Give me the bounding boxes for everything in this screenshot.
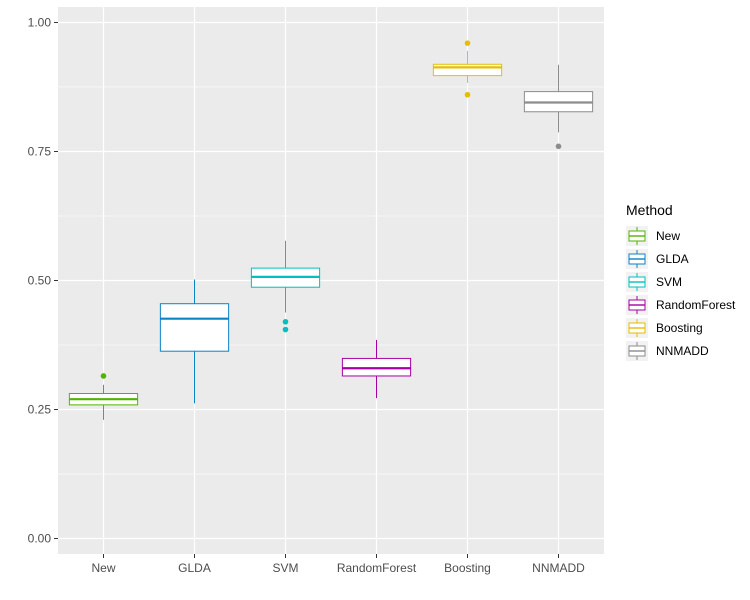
x-tick-label: NNMADD (532, 561, 585, 575)
legend-label: Boosting (656, 321, 703, 335)
legend-item-glda: GLDA (626, 249, 689, 269)
x-tick-label: New (91, 561, 115, 575)
y-tick-label: 0.25 (28, 403, 52, 417)
box-glda (159, 279, 230, 404)
iqr-box (432, 63, 503, 77)
y-tick-label: 0.75 (28, 144, 52, 158)
y-tick-label: 0.00 (28, 532, 52, 546)
legend-item-boosting: Boosting (626, 318, 703, 338)
legend: Method New GLDA SVM RandomForest Boosting NNM… (626, 202, 736, 361)
legend-label: New (656, 229, 680, 243)
legend-label: RandomForest (656, 298, 736, 312)
x-tick-label: Boosting (444, 561, 491, 575)
legend-label: SVM (656, 275, 682, 289)
outlier-point (464, 91, 471, 98)
outlier-point (282, 326, 289, 333)
legend-item-svm: SVM (626, 272, 682, 292)
legend-item-nnmadd: NNMADD (626, 341, 709, 361)
legend-label: NNMADD (656, 344, 709, 358)
outlier-point (464, 40, 471, 46)
boxes-layer (68, 40, 594, 420)
iqr-box (159, 303, 230, 352)
x-tick-label: SVM (272, 561, 298, 575)
box-new (68, 373, 139, 420)
legend-label: GLDA (656, 252, 689, 266)
y-tick-label: 1.00 (28, 15, 52, 29)
outlier-point (555, 143, 562, 150)
y-axis: 0.00 0.25 0.50 0.75 1.00 (28, 15, 58, 546)
y-tick-label: 0.50 (28, 274, 52, 288)
outlier-point (282, 318, 289, 325)
box-svm (250, 240, 321, 333)
x-tick-label: RandomForest (337, 561, 417, 575)
x-axis: New GLDA SVM RandomForest Boosting NNMADD (91, 554, 585, 575)
legend-title: Method (626, 202, 673, 218)
x-tick-label: GLDA (178, 561, 211, 575)
outlier-point (100, 373, 107, 379)
legend-item-new: New (626, 226, 680, 246)
legend-item-randomforest: RandomForest (626, 295, 736, 315)
box-nnmadd (523, 64, 594, 150)
box-boosting (432, 40, 503, 98)
box-randomforest (341, 339, 412, 399)
